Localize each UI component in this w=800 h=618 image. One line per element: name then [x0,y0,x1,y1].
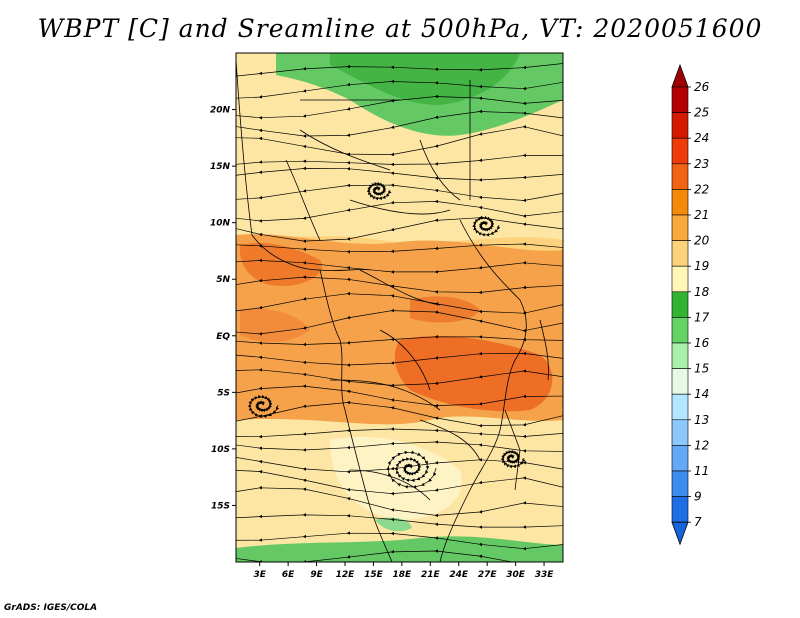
streamline [236,351,563,367]
lon-label: 24E [449,570,469,580]
colorbar-swatch [671,137,689,165]
streamline [236,308,563,336]
streamline [236,334,563,347]
streamline [236,513,563,529]
lat-label: 10S [211,445,230,455]
colorbar: 26 25 24 23 22 21 20 19 18 17 16 15 14 13 12 11 9 7 [671,63,710,546]
streamline [366,181,392,201]
streamline [236,258,563,274]
colorbar-label: 26 [694,80,710,94]
colorbar-label: 24 [694,131,709,145]
lat-label: 15N [210,162,231,172]
streamline [472,215,501,237]
streamline [236,485,563,518]
colorbar-swatch [671,419,689,446]
streamline [386,450,437,489]
lon-label: 6E [282,570,295,580]
colorbar-swatch [671,342,689,369]
colorbar-label: 12 [694,438,709,452]
streamline [236,63,563,77]
streamline [236,153,563,167]
colorbar-label: 18 [694,285,710,299]
colorbar-swatch [671,291,689,318]
streamline [236,384,563,408]
lon-label: 21E [421,570,441,580]
colorbar-label: 13 [694,413,709,427]
lon-label: 33E [535,570,555,580]
colorbar-label: 11 [694,464,709,478]
colorbar-label: 14 [694,387,709,401]
lat-label: 20N [210,106,231,116]
streamline [236,242,563,254]
colorbar-top-arrow [671,63,689,88]
colorbar-swatch [671,368,689,395]
colorbar-bottom-arrow [671,521,689,546]
colorbar-label: 23 [694,157,709,171]
colorbar-label: 16 [694,336,710,350]
colorbar-swatch [671,214,689,241]
streamlines [236,63,563,562]
colorbar-swatch [671,265,689,293]
colorbar-swatch [671,240,689,267]
lat-axis: 20N 15N 10N 5N EQ 5S 10S 15S [210,106,236,511]
colorbar-swatch [671,445,689,472]
streamline [236,427,563,439]
streamline [247,394,280,419]
streamline [236,183,563,203]
lon-label: 12E [336,570,356,580]
streamline [236,166,563,182]
colorbar-swatch [671,163,689,190]
lat-label: 15S [211,501,230,511]
lat-label: 5S [217,388,230,398]
lon-label: 27E [478,570,498,580]
map-plot-area [236,53,563,562]
colorbar-swatch [671,86,689,113]
colorbar-swatch [671,470,689,497]
streamline [236,440,563,453]
colorbar-label: 21 [694,208,709,222]
lon-label: 18E [393,570,413,580]
streamline [500,449,526,469]
lon-label: 30E [506,570,526,580]
colorbar-label: 17 [694,310,710,324]
lat-label: 5N [216,275,230,285]
colorbar-label: 19 [694,259,709,273]
colorbar-label: 9 [694,490,702,504]
lon-label: 15E [364,570,384,580]
lon-axis: 3E 6E 9E 12E 15E 18E 21E 24E 27E 30E 33E [253,562,554,580]
streamline [236,275,563,295]
lon-label: 9E [310,570,323,580]
plot-frame [235,52,564,563]
colorbar-swatch [671,317,689,344]
lat-label: 10N [210,219,231,229]
colorbar-label: 7 [694,515,702,529]
colorbar-swatch [671,189,689,216]
lat-label: EQ [216,332,230,342]
colorbar-swatch [671,496,689,523]
chart-title: WBPT [C] and Sreamline at 500hPa, VT: 20… [37,14,763,43]
colorbar-swatch [671,112,689,139]
colorbar-label: 20 [694,234,710,248]
colorbar-label: 25 [694,106,709,120]
streamline [236,216,563,243]
footer-credit: GrADS: IGES/COLA [4,603,98,613]
streamline [236,531,563,551]
colorbar-swatch [671,393,689,421]
lon-label: 3E [253,570,266,580]
colorbar-label: 22 [694,182,709,196]
colorbar-label: 15 [694,362,709,376]
